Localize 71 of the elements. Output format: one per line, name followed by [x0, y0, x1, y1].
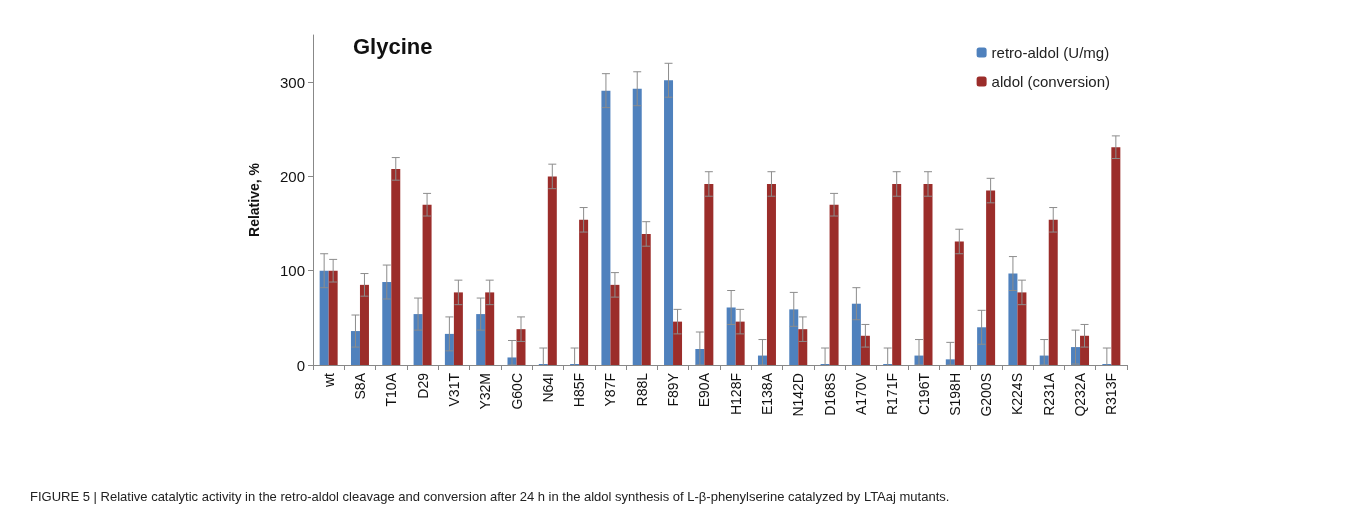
x-tick-label: R171F	[884, 373, 901, 416]
bar	[789, 309, 799, 365]
x-tick-label: Y87F	[602, 373, 619, 407]
bar	[798, 329, 808, 365]
bar	[632, 88, 642, 365]
legend-label: retro-aldol (U/mg)	[991, 44, 1110, 61]
x-tick-label: R313F	[1103, 373, 1120, 416]
bar	[704, 183, 714, 365]
x-tick-label: D29	[414, 372, 431, 399]
x-tick-label: R231A	[1040, 372, 1057, 416]
bar	[328, 270, 338, 365]
x-tick-label: Y32M	[477, 373, 494, 410]
bar	[391, 168, 401, 365]
bar	[954, 241, 964, 365]
x-tick-label: C196T	[915, 372, 932, 416]
bar	[601, 90, 611, 365]
bar	[476, 314, 486, 365]
bar	[892, 183, 902, 365]
x-tick-label: Q232A	[1072, 372, 1089, 417]
x-tick-label: H85F	[571, 373, 588, 408]
bar	[453, 292, 463, 365]
x-tick-label: T10A	[383, 372, 400, 407]
bar	[579, 219, 589, 365]
x-tick-label: S198H	[946, 373, 963, 416]
bar	[359, 284, 369, 365]
bar	[1048, 219, 1058, 365]
x-tick-label: G200S	[978, 373, 995, 417]
x-tick-label: R88L	[633, 372, 650, 407]
bar	[413, 314, 423, 365]
y-tick-label: 200	[279, 167, 305, 185]
bar	[641, 233, 651, 365]
bar	[851, 303, 861, 365]
bar	[923, 183, 933, 365]
caption: FIGURE 5 | Relative catalytic activity in the retro-aldol cleavage and conversion after 24 h in the aldol synthesis of L-β-phenylserine catalyzed by LTAaj mutants.	[30, 489, 950, 504]
bar	[516, 329, 526, 365]
x-tick-label: K224S	[1009, 373, 1026, 416]
y-axis-title: Relative, %	[246, 162, 262, 237]
x-tick-label: F89Y	[665, 372, 682, 407]
bar	[1017, 292, 1027, 365]
x-tick-label: wt	[320, 372, 337, 388]
bar	[664, 80, 674, 365]
bar	[766, 183, 776, 365]
bar	[319, 270, 329, 365]
bar	[422, 204, 432, 365]
x-tick-label: A170V	[852, 372, 869, 416]
x-tick-label: V31T	[445, 372, 462, 407]
x-tick-label: N142D	[790, 373, 807, 417]
bar	[1008, 273, 1018, 365]
x-tick-label: E138A	[758, 372, 775, 416]
chart-title: Glycine	[353, 33, 433, 59]
y-tick-label: 300	[279, 73, 305, 91]
bar	[547, 176, 557, 365]
bar	[977, 327, 987, 365]
x-tick-label: E90A	[696, 372, 713, 408]
bar	[986, 190, 996, 365]
bar	[1111, 147, 1121, 365]
bar	[485, 292, 495, 365]
bar	[726, 307, 736, 365]
x-tick-label: D168S	[821, 373, 838, 416]
bar	[735, 321, 745, 365]
bar	[382, 282, 392, 365]
x-tick-label: S8A	[351, 372, 368, 400]
y-tick-label: 0	[296, 356, 305, 374]
x-tick-label: N64I	[539, 373, 556, 403]
bar	[673, 321, 683, 365]
bar	[829, 204, 839, 365]
y-tick-label: 100	[279, 262, 305, 280]
x-tick-label: H128F	[727, 373, 744, 416]
legend-label: aldol (conversion)	[991, 73, 1110, 90]
x-tick-label: G60C	[508, 373, 525, 410]
bar	[610, 284, 620, 365]
